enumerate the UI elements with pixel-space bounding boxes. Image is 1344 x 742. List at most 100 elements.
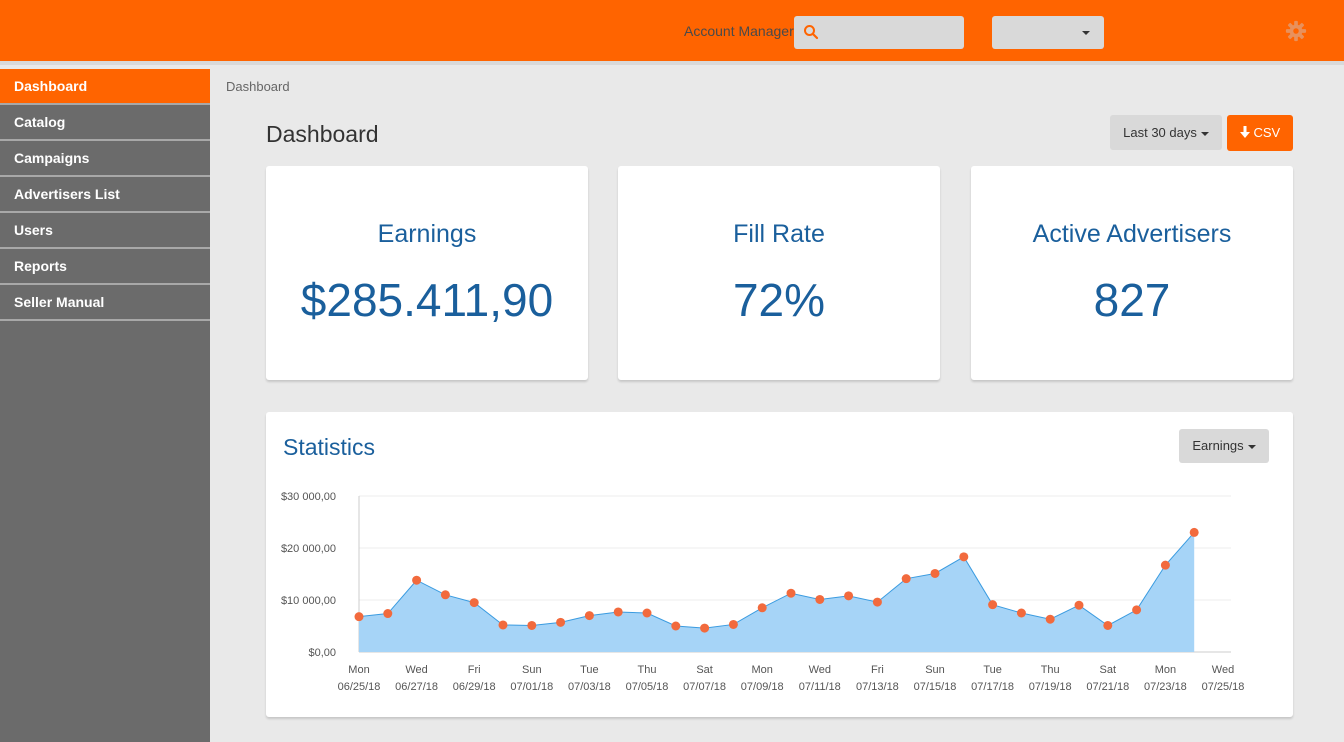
data-point <box>757 603 767 613</box>
csv-label: CSV <box>1253 125 1281 140</box>
data-point <box>527 620 537 630</box>
x-tick-day-label: Thu <box>638 664 657 676</box>
x-tick-date-label: 07/25/18 <box>1202 681 1245 693</box>
x-tick-day-label: Wed <box>405 664 427 676</box>
data-point <box>1103 620 1113 630</box>
data-point <box>1074 600 1084 610</box>
date-range-label: Last 30 days <box>1123 125 1197 140</box>
active-advertisers-card: Active Advertisers 827 <box>971 166 1293 380</box>
x-tick-day-label: Sat <box>696 664 713 676</box>
sidebar-item-advertisers-list[interactable]: Advertisers List <box>0 177 210 213</box>
download-icon <box>1239 126 1250 138</box>
statistics-title: Statistics <box>283 434 376 460</box>
x-tick-day-label: Mon <box>751 664 772 676</box>
x-tick-date-label: 07/15/18 <box>914 681 957 693</box>
data-point <box>1189 527 1199 537</box>
data-point <box>786 588 796 598</box>
sidebar-item-catalog[interactable]: Catalog <box>0 105 210 141</box>
data-point <box>1160 560 1170 570</box>
active-advertisers-value: 827 <box>1093 274 1171 326</box>
data-point <box>383 609 393 619</box>
sidebar-item-campaigns[interactable]: Campaigns <box>0 141 210 177</box>
gear-icon[interactable] <box>1285 20 1307 42</box>
account-manager-label: Account Manager <box>684 23 794 39</box>
earnings-value: $285.411,90 <box>300 274 554 326</box>
data-point <box>901 574 911 584</box>
sidebar-item-seller-manual[interactable]: Seller Manual <box>0 285 210 321</box>
chevron-down-icon <box>1082 31 1090 35</box>
x-tick-day-label: Sat <box>1100 664 1117 676</box>
x-tick-day-label: Sun <box>522 664 542 676</box>
x-tick-day-label: Tue <box>983 664 1002 676</box>
metric-select-button[interactable]: Earnings <box>1179 429 1269 463</box>
data-point <box>988 600 998 610</box>
x-tick-day-label: Tue <box>580 664 599 676</box>
page-title: Dashboard <box>266 121 379 147</box>
data-point <box>556 617 566 627</box>
x-tick-date-label: 07/11/18 <box>799 681 841 693</box>
x-tick-day-label: Mon <box>348 664 369 676</box>
y-tick-label: $10 000,00 <box>281 595 336 607</box>
fill-rate-value: 72% <box>732 274 826 326</box>
x-tick-date-label: 06/25/18 <box>338 681 381 693</box>
earnings-label: Earnings <box>377 220 477 248</box>
data-point <box>354 612 364 622</box>
statistics-chart: $0,00 $10 000,00 $20 000,00 $30 000,00 Mon 06… <box>281 491 1245 693</box>
x-tick-day-label: Wed <box>1212 664 1234 676</box>
data-point <box>872 597 882 607</box>
x-tick-date-label: 06/27/18 <box>395 681 438 693</box>
data-point <box>642 608 652 618</box>
data-point <box>613 607 623 617</box>
data-point <box>1132 605 1142 615</box>
x-tick-day-label: Mon <box>1155 664 1176 676</box>
data-point <box>815 594 825 604</box>
x-tick-day-label: Fri <box>871 664 884 676</box>
chevron-down-icon <box>1247 444 1256 449</box>
x-tick-date-label: 06/29/18 <box>453 681 496 693</box>
data-point <box>469 598 479 608</box>
x-tick-date-label: 07/21/18 <box>1086 681 1129 693</box>
earnings-area <box>359 532 1195 652</box>
x-tick-date-label: 07/07/18 <box>683 681 726 693</box>
search-input[interactable] <box>794 16 964 49</box>
x-tick-date-label: 07/13/18 <box>856 681 899 693</box>
data-point <box>498 620 508 630</box>
x-tick-date-label: 07/17/18 <box>971 681 1014 693</box>
y-tick-label: $0,00 <box>308 647 336 659</box>
x-tick-date-label: 07/01/18 <box>510 681 553 693</box>
data-point <box>584 611 594 621</box>
data-point <box>1045 614 1055 624</box>
top-bar: Account Manager <box>0 0 1344 65</box>
y-tick-label: $30 000,00 <box>281 491 336 503</box>
data-point <box>440 590 450 600</box>
fill-rate-label: Fill Rate <box>733 220 825 248</box>
statistics-panel: Statistics Earnings $0,00 $10 000,00 $20 0… <box>266 412 1293 717</box>
chevron-down-icon <box>1200 131 1209 136</box>
x-tick-day-label: Fri <box>468 664 481 676</box>
data-point <box>1016 608 1026 618</box>
x-tick-date-label: 07/09/18 <box>741 681 784 693</box>
data-point <box>700 623 710 633</box>
x-tick-day-label: Wed <box>809 664 831 676</box>
x-tick-date-label: 07/23/18 <box>1144 681 1187 693</box>
sidebar-item-reports[interactable]: Reports <box>0 249 210 285</box>
x-tick-date-label: 07/03/18 <box>568 681 611 693</box>
sidebar: Dashboard Catalog Campaigns Advertisers … <box>0 69 210 742</box>
y-tick-label: $20 000,00 <box>281 543 336 555</box>
data-point <box>959 552 969 562</box>
data-point <box>930 568 940 578</box>
earnings-card: Earnings $285.411,90 <box>266 166 588 380</box>
account-select[interactable] <box>992 16 1104 49</box>
csv-export-button[interactable]: CSV <box>1227 115 1293 151</box>
x-tick-date-label: 07/05/18 <box>626 681 669 693</box>
search-icon <box>804 25 819 40</box>
x-tick-day-label: Sun <box>925 664 945 676</box>
sidebar-item-dashboard[interactable]: Dashboard <box>0 69 210 105</box>
date-range-button[interactable]: Last 30 days <box>1110 115 1222 150</box>
breadcrumb[interactable]: Dashboard <box>226 79 290 94</box>
active-advertisers-label: Active Advertisers <box>1032 220 1232 248</box>
x-tick-date-label: 07/19/18 <box>1029 681 1072 693</box>
earnings-line <box>358 532 1195 629</box>
data-point <box>671 621 681 631</box>
sidebar-item-users[interactable]: Users <box>0 213 210 249</box>
